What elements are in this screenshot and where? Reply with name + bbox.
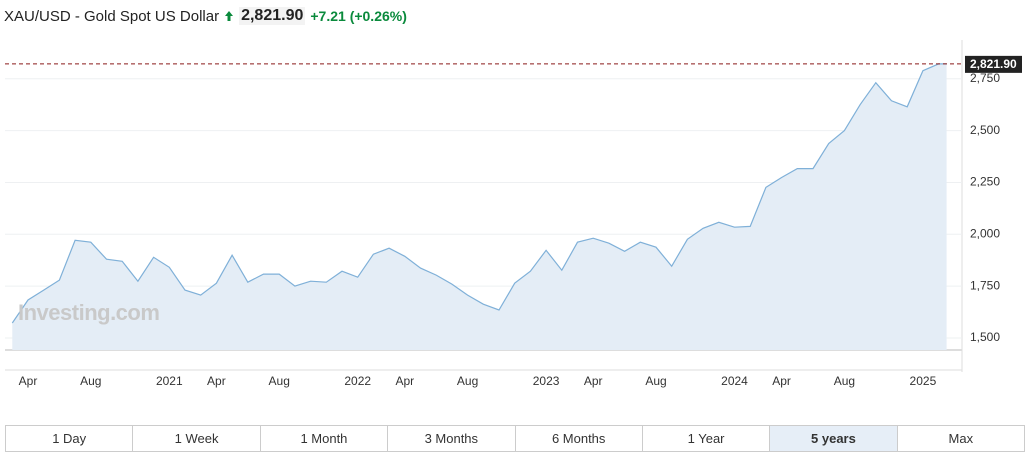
range-button[interactable]: 3 Months [388, 426, 516, 451]
x-tick-label: 2023 [533, 374, 560, 388]
price-label: 2,821.90 [970, 57, 1017, 71]
y-tick-label: 2,750 [970, 71, 1000, 85]
range-button[interactable]: 1 Month [261, 426, 389, 451]
x-tick-label: Aug [80, 374, 101, 388]
x-tick-label: 2025 [910, 374, 937, 388]
change-percent: (+0.26%) [349, 8, 407, 24]
range-button[interactable]: 1 Year [643, 426, 771, 451]
x-tick-label: Aug [269, 374, 290, 388]
price-line [11, 63, 947, 324]
y-tick-label: 2,000 [970, 226, 1000, 240]
y-tick-label: 1,750 [970, 278, 1000, 292]
x-tick-label: 2021 [156, 374, 183, 388]
x-tick-label: 2022 [344, 374, 371, 388]
y-tick-label: 1,500 [970, 330, 1000, 344]
range-button[interactable]: 6 Months [516, 426, 643, 451]
x-tick-label: 2024 [721, 374, 748, 388]
x-tick-label: Aug [457, 374, 478, 388]
range-button[interactable]: Max [948, 431, 974, 446]
change-value: +7.21 [310, 8, 346, 24]
chart: 1,500 1,750 2,000 2,250 2,500 2,750 Investing.… [5, 40, 1022, 388]
x-tick-label: Apr [19, 374, 38, 388]
change: +7.21 (+0.26%) [310, 8, 407, 24]
x-tick-label: Apr [772, 374, 791, 388]
area-fill [12, 63, 947, 351]
watermark: Investing.com [18, 300, 159, 325]
y-tick-label: 2,250 [970, 175, 1000, 189]
range-button[interactable]: 1 Week [133, 426, 261, 451]
x-tick-label: Apr [584, 374, 603, 388]
up-arrow [225, 11, 234, 21]
x-tick-label: Aug [645, 374, 666, 388]
x-tick-label: Apr [395, 374, 414, 388]
y-tick-label: 2,500 [970, 123, 1000, 137]
x-tick-label: Apr [207, 374, 226, 388]
header: XAU/USD - Gold Spot US Dollar 2,821.90 +… [4, 5, 407, 27]
x-tick-label: Aug [834, 374, 855, 388]
price: 2,821.90 [239, 7, 306, 25]
price-box [965, 55, 1022, 73]
range-button[interactable]: 5 years [770, 426, 898, 451]
title: XAU/USD - Gold Spot US Dollar [4, 7, 220, 25]
range-selector: 1 Day 1 Week 1 Month 3 Months 6 Months 1 Year… [5, 425, 1025, 452]
range-button[interactable]: 1 Day [6, 426, 134, 451]
